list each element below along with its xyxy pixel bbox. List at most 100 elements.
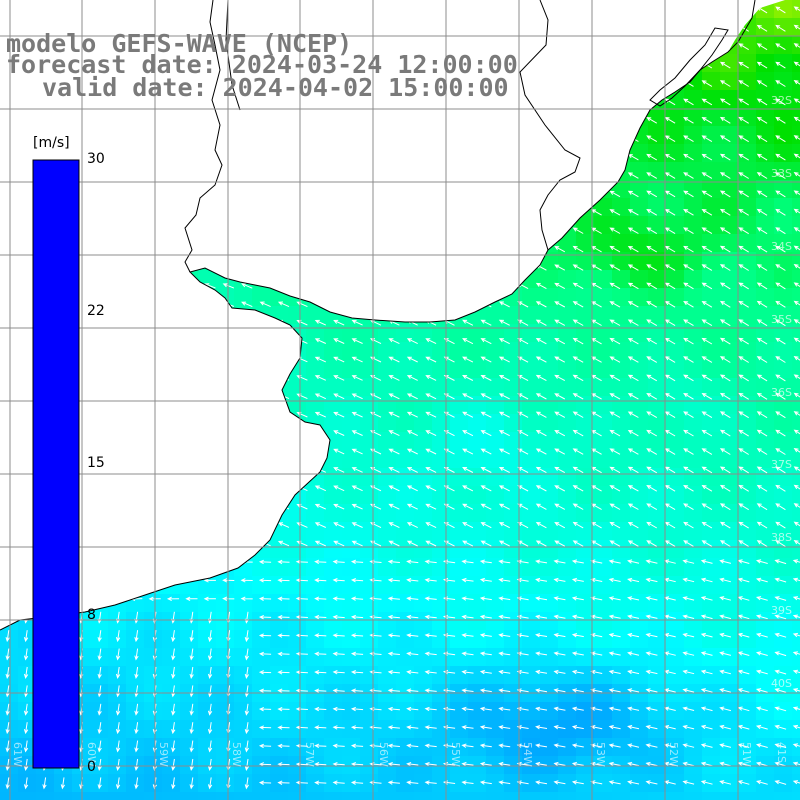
wind-arrow bbox=[1, 264, 14, 270]
wind-arrow bbox=[553, 706, 566, 711]
wind-arrow bbox=[351, 467, 363, 473]
wind-arrow bbox=[738, 190, 749, 198]
wind-arrow bbox=[277, 688, 290, 693]
wind-arrow bbox=[222, 7, 235, 13]
wind-arrow bbox=[115, 758, 121, 771]
wind-arrow bbox=[682, 780, 695, 785]
wind-arrow bbox=[406, 503, 418, 510]
wind-arrow bbox=[424, 743, 437, 748]
wind-arrow bbox=[333, 246, 345, 252]
wind-arrow bbox=[572, 245, 584, 253]
wind-arrow bbox=[479, 761, 492, 767]
wind-arrow bbox=[130, 7, 143, 13]
wind-arrow bbox=[682, 596, 695, 601]
wind-arrow bbox=[756, 98, 768, 106]
wind-arrow bbox=[756, 208, 768, 216]
wind-arrow bbox=[480, 264, 492, 271]
wind-arrow bbox=[350, 670, 364, 675]
wind-arrow bbox=[222, 338, 235, 344]
wind-arrow bbox=[134, 666, 139, 679]
wind-arrow bbox=[462, 6, 474, 13]
wind-arrow bbox=[20, 540, 32, 546]
wind-arrow bbox=[314, 651, 327, 657]
wind-arrow bbox=[296, 467, 308, 473]
longitude-label: 57W bbox=[303, 742, 316, 767]
longitude-label: 60W bbox=[85, 742, 98, 767]
wind-arrow bbox=[590, 633, 603, 638]
wind-arrow bbox=[388, 503, 400, 510]
wind-arrow bbox=[23, 685, 29, 698]
wind-arrow bbox=[792, 559, 800, 565]
wind-arrow bbox=[222, 375, 235, 381]
wind-arrow bbox=[241, 320, 253, 326]
wind-arrow bbox=[571, 651, 584, 656]
wind-arrow bbox=[462, 154, 474, 161]
wind-arrow bbox=[664, 503, 676, 511]
wind-arrow bbox=[115, 630, 121, 643]
wind-arrow bbox=[609, 172, 621, 179]
wind-arrow bbox=[166, 559, 180, 565]
wind-arrow bbox=[277, 264, 290, 271]
wind-arrow bbox=[517, 338, 529, 345]
wind-arrow bbox=[793, 392, 800, 400]
wind-arrow bbox=[774, 669, 787, 675]
wind-arrow bbox=[775, 374, 786, 382]
wind-arrow bbox=[222, 393, 235, 399]
wind-arrow bbox=[498, 190, 510, 197]
wind-arrow bbox=[424, 559, 437, 564]
wind-arrow bbox=[479, 669, 492, 675]
wind-arrow bbox=[627, 706, 640, 711]
wind-arrow bbox=[240, 596, 253, 601]
wind-arrow bbox=[259, 503, 271, 510]
wind-arrow bbox=[462, 393, 474, 400]
wind-arrow bbox=[424, 578, 437, 583]
wind-arrow bbox=[222, 522, 235, 528]
wind-arrow bbox=[535, 209, 547, 216]
wind-arrow bbox=[244, 685, 250, 698]
latitude-label: 38S bbox=[771, 531, 792, 544]
wind-arrow bbox=[388, 485, 400, 492]
wind-arrow bbox=[498, 706, 511, 712]
wind-arrow bbox=[241, 136, 253, 142]
wind-arrow bbox=[719, 61, 731, 69]
wind-arrow bbox=[314, 7, 327, 13]
wind-arrow bbox=[167, 246, 179, 252]
wind-arrow bbox=[553, 596, 566, 601]
wind-arrow bbox=[609, 521, 621, 529]
wind-arrow bbox=[277, 209, 290, 216]
wind-arrow bbox=[664, 264, 676, 271]
wind-arrow bbox=[480, 411, 492, 418]
wind-arrow bbox=[241, 283, 253, 289]
wind-arrow bbox=[1, 430, 14, 436]
wind-arrow bbox=[683, 227, 694, 235]
wind-arrow bbox=[406, 743, 419, 748]
wind-arrow bbox=[756, 80, 768, 87]
wind-arrow bbox=[700, 724, 713, 730]
wind-arrow bbox=[701, 190, 713, 198]
wind-arrow bbox=[296, 191, 308, 197]
wind-arrow bbox=[277, 411, 290, 418]
wind-arrow bbox=[775, 6, 786, 14]
wind-arrow bbox=[535, 559, 548, 564]
wind-arrow bbox=[333, 485, 345, 492]
wind-arrow bbox=[719, 392, 731, 400]
wind-arrow bbox=[775, 337, 786, 345]
wind-arrow bbox=[189, 758, 194, 771]
wind-arrow bbox=[627, 725, 640, 730]
wind-arrow bbox=[406, 559, 419, 564]
wind-arrow bbox=[719, 429, 731, 437]
wind-arrow bbox=[23, 740, 29, 753]
wind-arrow bbox=[277, 633, 290, 638]
wind-arrow bbox=[130, 448, 143, 455]
wind-arrow bbox=[185, 412, 198, 418]
wind-arrow bbox=[406, 154, 418, 161]
wind-arrow bbox=[167, 117, 179, 123]
wind-arrow bbox=[204, 412, 216, 418]
wind-arrow bbox=[277, 117, 290, 124]
wind-arrow bbox=[167, 209, 179, 215]
wind-arrow bbox=[259, 485, 271, 492]
wind-arrow bbox=[535, 356, 547, 363]
wind-arrow bbox=[627, 61, 639, 69]
wind-arrow bbox=[480, 135, 492, 142]
wind-arrow bbox=[627, 172, 639, 179]
